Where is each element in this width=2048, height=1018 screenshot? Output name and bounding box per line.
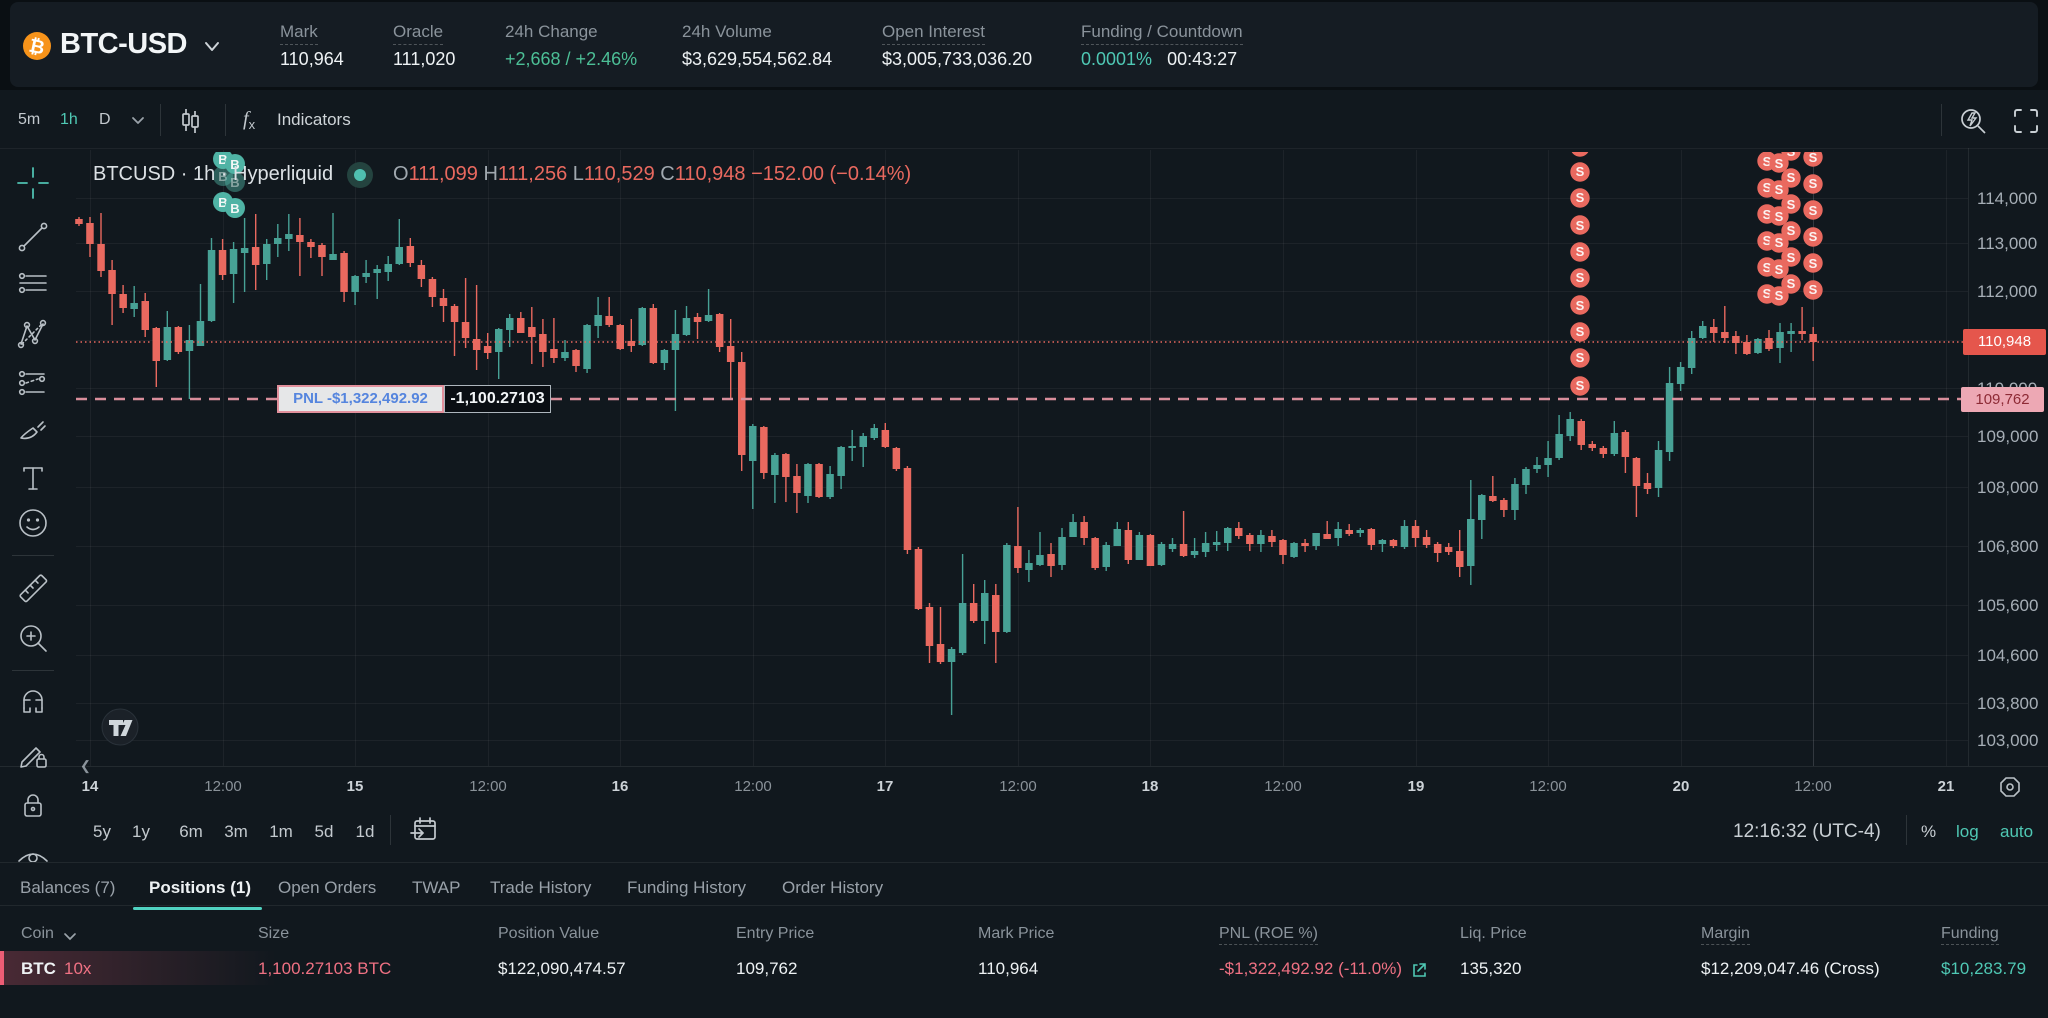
svg-text:S: S [1775,156,1784,171]
svg-text:S: S [1763,286,1772,301]
svg-text:S: S [1775,182,1784,197]
svg-text:S: S [1576,244,1585,259]
svg-text:S: S [1775,262,1784,277]
svg-text:S: S [1576,140,1585,155]
svg-text:S: S [1787,223,1796,238]
svg-text:S: S [1775,209,1784,224]
svg-text:S: S [1787,250,1796,265]
svg-text:S: S [1576,190,1585,205]
svg-text:S: S [1787,276,1796,291]
svg-text:S: S [1576,164,1585,179]
svg-text:S: S [1775,235,1784,250]
svg-text:S: S [1809,229,1818,244]
svg-text:S: S [1576,350,1585,365]
svg-text:₿: ₿ [27,36,47,60]
svg-text:S: S [1576,298,1585,313]
svg-text:B: B [230,157,239,172]
svg-text:B: B [230,201,239,216]
svg-text:S: S [1809,176,1818,191]
svg-text:S: S [1809,256,1818,271]
svg-text:S: S [1809,203,1818,218]
svg-text:S: S [1809,150,1818,165]
svg-text:B: B [218,152,227,167]
svg-text:B: B [218,195,227,210]
svg-text:S: S [1763,207,1772,222]
svg-text:B: B [218,169,227,184]
svg-text:S: S [1576,324,1585,339]
svg-text:S: S [1809,282,1818,297]
svg-text:B: B [230,175,239,190]
svg-text:S: S [1787,170,1796,185]
svg-text:S: S [1775,288,1784,303]
svg-text:S: S [1763,233,1772,248]
svg-text:S: S [1763,154,1772,169]
svg-text:S: S [1763,260,1772,275]
svg-text:S: S [1576,218,1585,233]
svg-text:S: S [1576,378,1585,393]
svg-text:S: S [1787,197,1796,212]
svg-text:S: S [1787,144,1796,159]
svg-text:S: S [1763,180,1772,195]
svg-text:S: S [1576,270,1585,285]
